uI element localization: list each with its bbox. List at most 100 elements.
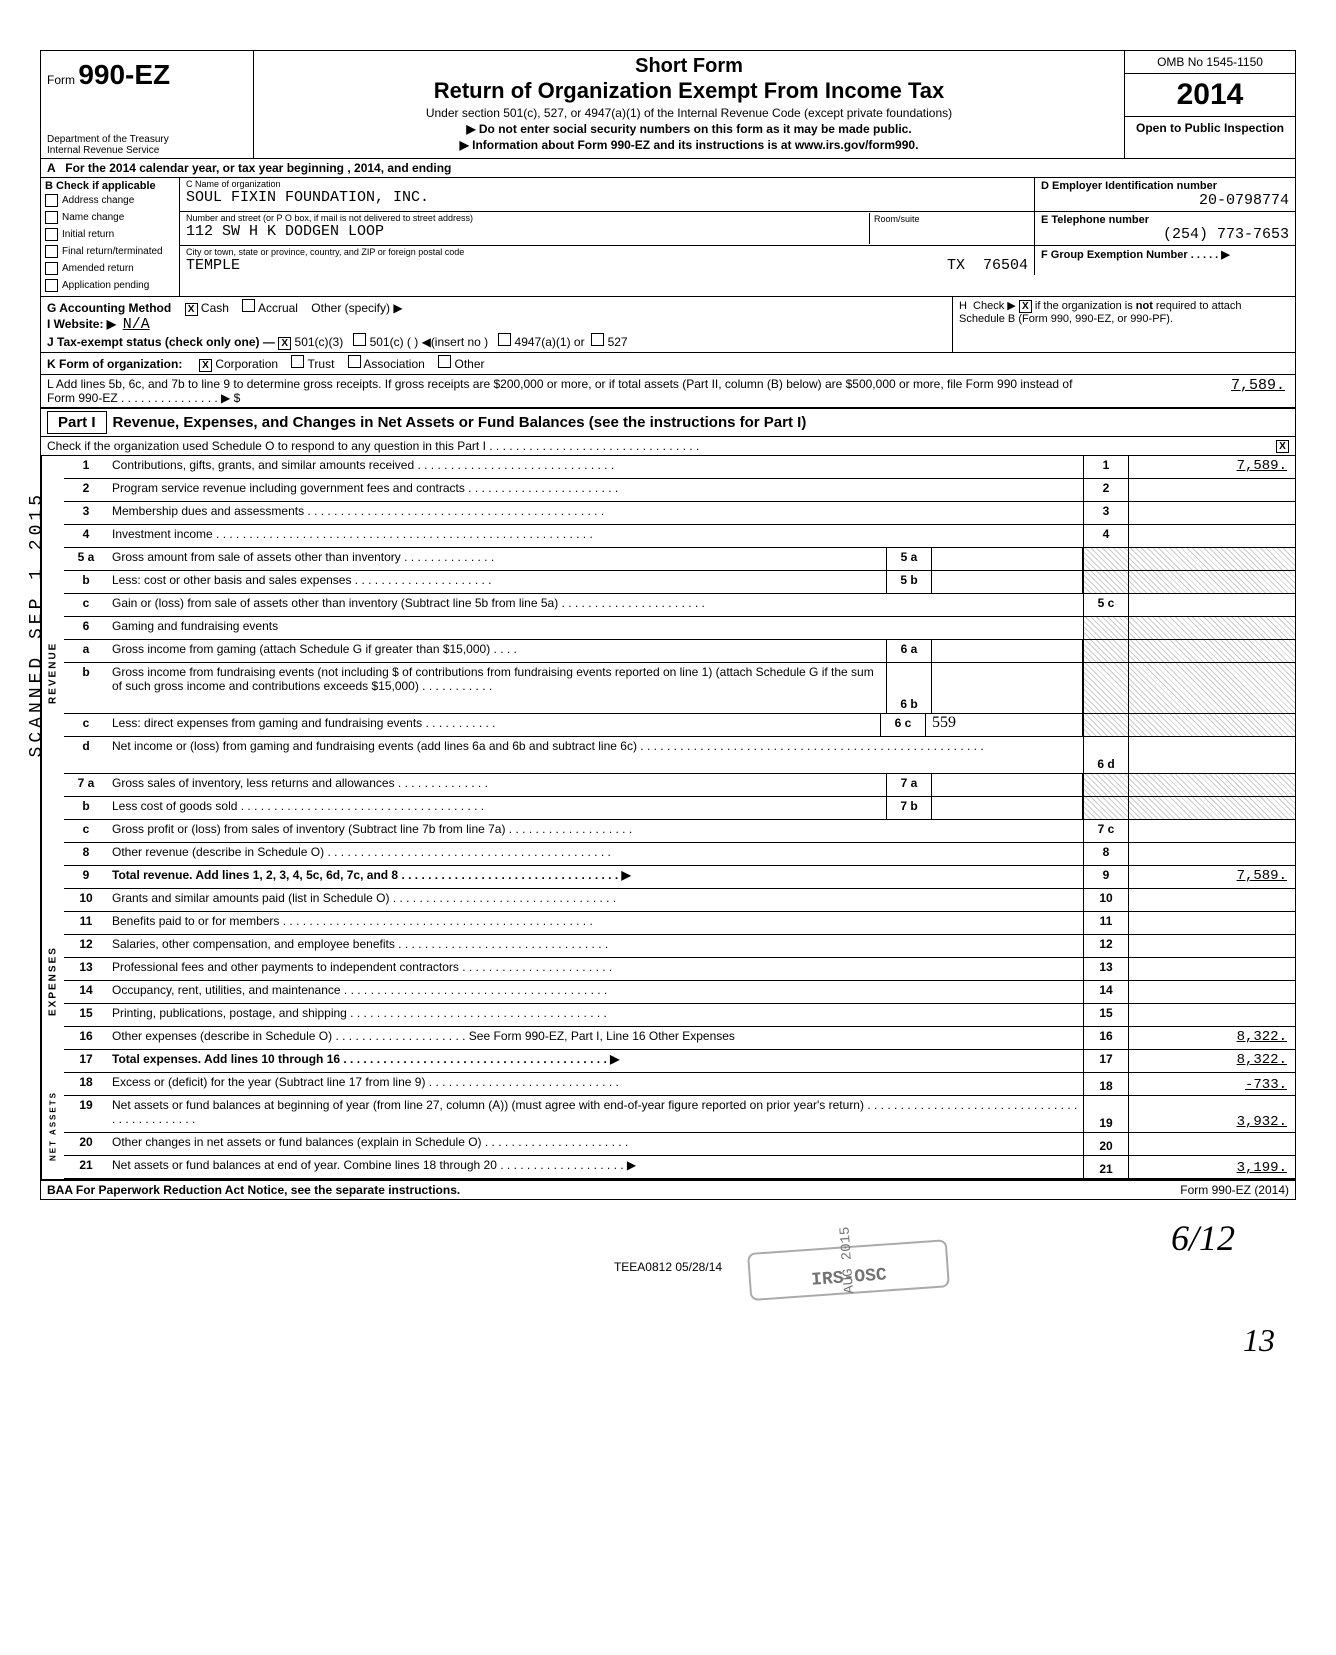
title-return: Return of Organization Exempt From Incom… <box>262 78 1116 104</box>
ein: 20-0798774 <box>1041 192 1289 209</box>
line-9-desc: Total revenue. Add lines 1, 2, 3, 4, 5c,… <box>108 866 1083 888</box>
line-no: 14 <box>64 981 108 1003</box>
chk-accrual[interactable] <box>242 299 255 312</box>
row-i: I Website: ▶ N/A <box>47 316 946 333</box>
i-label: I Website: ▶ <box>47 317 116 331</box>
chk-501c[interactable] <box>353 333 366 346</box>
chk-corporation[interactable] <box>199 359 212 372</box>
line-desc: Other expenses (describe in Schedule O) … <box>108 1027 1083 1049</box>
line-amt: 8,322. <box>1128 1050 1295 1072</box>
line-1: 1Contributions, gifts, grants, and simil… <box>64 456 1295 479</box>
line-box: 14 <box>1083 981 1128 1003</box>
chk-name-change[interactable] <box>45 211 58 224</box>
line-box: 10 <box>1083 889 1128 911</box>
line-no: 21 <box>64 1156 108 1178</box>
title-short-form: Short Form <box>262 55 1116 78</box>
g-other: Other (specify) ▶ <box>311 301 402 315</box>
line-amt <box>1128 912 1295 934</box>
chk-cash[interactable] <box>185 303 198 316</box>
vlabel-expenses: EXPENSES <box>41 889 64 1073</box>
line-no: 3 <box>64 502 108 524</box>
line-7b-no: b <box>64 797 108 819</box>
city-label: City or town, state or province, country… <box>186 247 1028 257</box>
line-9-box: 9 <box>1083 866 1128 888</box>
handwritten-initials: 6/12 <box>1171 1217 1235 1259</box>
line-desc: Other changes in net assets or fund bala… <box>108 1133 1083 1155</box>
chk-amended-return[interactable] <box>45 262 58 275</box>
org-name: SOUL FIXIN FOUNDATION, INC. <box>186 189 1028 206</box>
line-9-amt: 7,589. <box>1128 866 1295 888</box>
line-20: 20Other changes in net assets or fund ba… <box>64 1133 1295 1156</box>
line-box: 13 <box>1083 958 1128 980</box>
line-11: 11Benefits paid to or for members . . . … <box>64 912 1295 935</box>
line-box: 21 <box>1083 1156 1128 1178</box>
line-21: 21Net assets or fund balances at end of … <box>64 1156 1295 1179</box>
line-no: 19 <box>64 1096 108 1132</box>
l-text: L Add lines 5b, 6c, and 7b to line 9 to … <box>41 375 1095 407</box>
line-amt <box>1128 935 1295 957</box>
line-6a-subamt <box>932 640 1083 662</box>
c-label: C Name of organization <box>186 179 1028 189</box>
line-6b-box: 6 b <box>886 663 932 713</box>
line-7c-amt <box>1128 820 1295 842</box>
line-amt <box>1128 1133 1295 1155</box>
chk-not-required-sched-b[interactable] <box>1019 300 1032 313</box>
line-5a-box: 5 a <box>886 548 932 570</box>
b-header: Check if applicable <box>56 180 156 192</box>
line-6b-subamt <box>932 663 1083 713</box>
line-10: 10Grants and similar amounts paid (list … <box>64 889 1295 912</box>
line-15: 15Printing, publications, postage, and s… <box>64 1004 1295 1027</box>
zip: 76504 <box>983 257 1028 274</box>
line-6-no: 6 <box>64 617 108 639</box>
line-6d-amt <box>1128 737 1295 773</box>
chk-527[interactable] <box>591 333 604 346</box>
revenue-block: REVENUE 1Contributions, gifts, grants, a… <box>41 456 1295 889</box>
g-accrual: Accrual <box>258 301 298 315</box>
chk-schedule-o[interactable] <box>1276 440 1289 453</box>
row-j: J Tax-exempt status (check only one) — 5… <box>47 333 946 350</box>
line-5c-no: c <box>64 594 108 616</box>
line-6a-no: a <box>64 640 108 662</box>
line-7a-no: 7 a <box>64 774 108 796</box>
chk-4947[interactable] <box>498 333 511 346</box>
chk-other-org[interactable] <box>438 355 451 368</box>
form-no-big: 990-EZ <box>78 59 170 90</box>
chk-final-return[interactable] <box>45 245 58 258</box>
line-amt <box>1128 958 1295 980</box>
line-desc: Contributions, gifts, grants, and simila… <box>108 456 1083 478</box>
line-no: 11 <box>64 912 108 934</box>
chk-association[interactable] <box>348 355 361 368</box>
line-5a-desc: Gross amount from sale of assets other t… <box>108 548 886 570</box>
line-no: 20 <box>64 1133 108 1155</box>
subtitle-3: ▶ Information about Form 990-EZ and its … <box>262 138 1116 152</box>
d-label: D Employer Identification number <box>1041 180 1289 192</box>
line-7c-desc: Gross profit or (loss) from sales of inv… <box>108 820 1083 842</box>
line-box: 17 <box>1083 1050 1128 1072</box>
line-5a-subamt <box>932 548 1083 570</box>
line-2: 2Program service revenue including gover… <box>64 479 1295 502</box>
line-no: 13 <box>64 958 108 980</box>
line-desc: Net assets or fund balances at beginning… <box>108 1096 1083 1132</box>
line-5c-box: 5 c <box>1083 594 1128 616</box>
line-amt <box>1128 981 1295 1003</box>
line-5a-endamt <box>1128 548 1295 570</box>
line-5b-desc: Less: cost or other basis and sales expe… <box>108 571 886 593</box>
chk-501c3[interactable] <box>278 337 291 350</box>
chk-initial-return[interactable] <box>45 228 58 241</box>
line-16: 16Other expenses (describe in Schedule O… <box>64 1027 1295 1050</box>
line-8-amt <box>1128 843 1295 865</box>
line-19: 19Net assets or fund balances at beginni… <box>64 1096 1295 1133</box>
chk-trust[interactable] <box>291 355 304 368</box>
line-5b-box: 5 b <box>886 571 932 593</box>
line-amt <box>1128 889 1295 911</box>
k-label: K Form of organization: <box>47 357 182 371</box>
line-amt <box>1128 502 1295 524</box>
line-amt <box>1128 525 1295 547</box>
chk-application-pending[interactable] <box>45 279 58 292</box>
line-desc: Membership dues and assessments . . . . … <box>108 502 1083 524</box>
chk-address-change[interactable] <box>45 194 58 207</box>
line-6c-endamt <box>1128 714 1295 736</box>
line-7b-desc: Less cost of goods sold . . . . . . . . … <box>108 797 886 819</box>
header-right: OMB No 1545-1150 2014 Open to Public Ins… <box>1124 51 1295 158</box>
line-box: 18 <box>1083 1073 1128 1095</box>
